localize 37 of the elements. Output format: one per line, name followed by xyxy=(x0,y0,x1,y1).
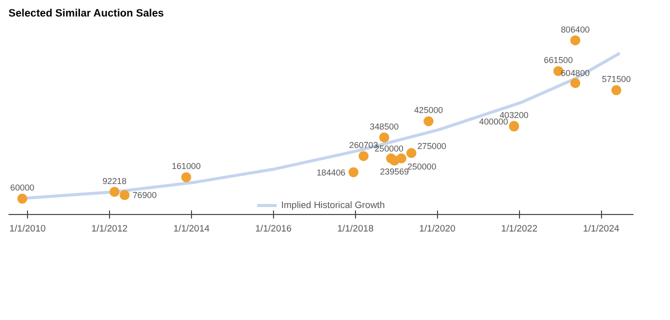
x-tick-label: 1/1/2012 xyxy=(91,224,128,234)
point xyxy=(396,153,406,164)
data-label: 92218 xyxy=(102,176,127,186)
point xyxy=(120,190,130,200)
x-tick-label: 1/1/2022 xyxy=(501,224,538,234)
chart-title: Selected Similar Auction Sales xyxy=(8,8,164,20)
point xyxy=(406,148,416,158)
data-label: 806400 xyxy=(560,24,590,34)
data-label: 60000 xyxy=(10,182,35,193)
point xyxy=(424,116,434,126)
data-label: 76900 xyxy=(132,190,157,200)
x-tick-label: 1/1/2018 xyxy=(337,224,374,234)
data-label: 571500 xyxy=(602,74,631,84)
point xyxy=(110,186,120,197)
point xyxy=(379,132,390,142)
data-label: 161000 xyxy=(172,161,201,172)
data-label: 239569 xyxy=(380,166,410,177)
data-label: 661500 xyxy=(544,55,573,66)
point xyxy=(570,35,580,46)
point xyxy=(17,194,28,204)
data-label: 250000 xyxy=(407,161,436,172)
x-tick-label: 1/1/2016 xyxy=(255,224,292,234)
data-label: 184406 xyxy=(316,167,346,178)
data-label: 425000 xyxy=(414,105,444,116)
point xyxy=(181,172,192,182)
data-label: 348500 xyxy=(370,121,399,132)
x-tick-label: 1/1/2020 xyxy=(419,224,456,234)
point xyxy=(611,85,622,96)
x-tick-label: 1/1/2010 xyxy=(9,224,46,234)
legend-label: Implied Historical Growth xyxy=(281,200,385,210)
point xyxy=(348,167,358,178)
x-tick-label: 1/1/2024 xyxy=(583,224,620,234)
point xyxy=(570,78,580,88)
data-label: 275000 xyxy=(417,141,446,152)
x-tick-label: 1/1/2014 xyxy=(173,224,210,234)
data-label: 604800 xyxy=(560,68,590,78)
point xyxy=(358,151,369,162)
